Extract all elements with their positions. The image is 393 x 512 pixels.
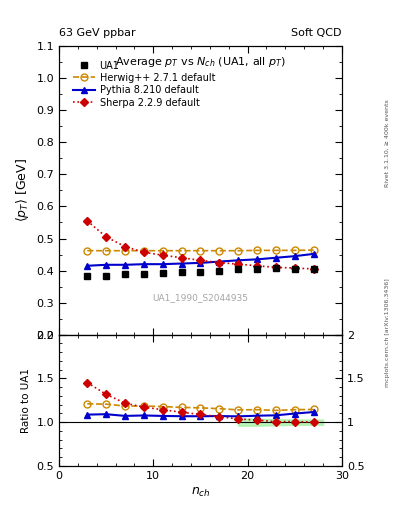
- Line: Sherpa 2.2.9 default: Sherpa 2.2.9 default: [84, 218, 317, 272]
- Herwig++ 2.7.1 default: [179, 248, 184, 254]
- Line: Herwig++ 2.7.1 default: Herwig++ 2.7.1 default: [84, 247, 317, 254]
- Herwig++ 2.7.1 default: [292, 247, 297, 253]
- X-axis label: $n_{ch}$: $n_{ch}$: [191, 486, 210, 499]
- UA1: [217, 267, 222, 273]
- UA1: [292, 266, 297, 272]
- Sherpa 2.2.9 default: [217, 260, 222, 266]
- Herwig++ 2.7.1 default: [85, 248, 90, 254]
- Text: 63 GeV ppbar: 63 GeV ppbar: [59, 28, 136, 38]
- Pythia 8.210 default: [274, 254, 278, 261]
- UA1: [198, 268, 203, 274]
- Sherpa 2.2.9 default: [160, 252, 165, 258]
- Text: Average $p_T$ vs $N_{ch}$ (UA1, all $p_T$): Average $p_T$ vs $N_{ch}$ (UA1, all $p_T…: [115, 55, 286, 69]
- Sherpa 2.2.9 default: [104, 234, 108, 240]
- UA1: [179, 269, 184, 275]
- UA1: [311, 266, 316, 272]
- Herwig++ 2.7.1 default: [104, 248, 108, 254]
- Herwig++ 2.7.1 default: [236, 248, 241, 254]
- UA1: [85, 273, 90, 280]
- Legend: UA1, Herwig++ 2.7.1 default, Pythia 8.210 default, Sherpa 2.2.9 default: UA1, Herwig++ 2.7.1 default, Pythia 8.21…: [70, 57, 219, 112]
- Pythia 8.210 default: [123, 262, 127, 268]
- Pythia 8.210 default: [292, 253, 297, 259]
- Pythia 8.210 default: [160, 261, 165, 267]
- Herwig++ 2.7.1 default: [141, 248, 146, 254]
- Pythia 8.210 default: [104, 262, 108, 268]
- Line: Pythia 8.210 default: Pythia 8.210 default: [84, 250, 317, 269]
- UA1: [104, 273, 108, 279]
- Herwig++ 2.7.1 default: [123, 248, 127, 254]
- UA1: [236, 266, 241, 272]
- Herwig++ 2.7.1 default: [198, 248, 203, 254]
- Pythia 8.210 default: [217, 259, 222, 265]
- UA1: [255, 266, 259, 272]
- Pythia 8.210 default: [198, 260, 203, 266]
- Sherpa 2.2.9 default: [123, 243, 127, 249]
- Sherpa 2.2.9 default: [311, 266, 316, 272]
- Y-axis label: $\langle p_T \rangle$ [GeV]: $\langle p_T \rangle$ [GeV]: [14, 158, 31, 222]
- Pythia 8.210 default: [236, 257, 241, 263]
- Sherpa 2.2.9 default: [236, 261, 241, 267]
- Pythia 8.210 default: [255, 257, 259, 263]
- Y-axis label: Ratio to UA1: Ratio to UA1: [21, 368, 31, 433]
- Herwig++ 2.7.1 default: [217, 248, 222, 254]
- UA1: [123, 271, 127, 277]
- Sherpa 2.2.9 default: [85, 218, 90, 224]
- Pythia 8.210 default: [141, 261, 146, 267]
- Text: UA1_1990_S2044935: UA1_1990_S2044935: [152, 293, 248, 302]
- Line: UA1: UA1: [84, 265, 317, 280]
- UA1: [274, 265, 278, 271]
- Sherpa 2.2.9 default: [179, 254, 184, 261]
- Herwig++ 2.7.1 default: [311, 247, 316, 253]
- Pythia 8.210 default: [311, 251, 316, 257]
- Sherpa 2.2.9 default: [274, 264, 278, 270]
- Pythia 8.210 default: [179, 261, 184, 267]
- Sherpa 2.2.9 default: [198, 257, 203, 263]
- Text: mcplots.cern.ch [arXiv:1306.3436]: mcplots.cern.ch [arXiv:1306.3436]: [385, 279, 389, 387]
- Sherpa 2.2.9 default: [255, 263, 259, 269]
- Text: Rivet 3.1.10, ≥ 400k events: Rivet 3.1.10, ≥ 400k events: [385, 99, 389, 187]
- Pythia 8.210 default: [85, 263, 90, 269]
- Text: Soft QCD: Soft QCD: [292, 28, 342, 38]
- Herwig++ 2.7.1 default: [255, 247, 259, 253]
- Herwig++ 2.7.1 default: [274, 247, 278, 253]
- Sherpa 2.2.9 default: [292, 265, 297, 271]
- UA1: [141, 271, 146, 277]
- Sherpa 2.2.9 default: [141, 249, 146, 255]
- UA1: [160, 270, 165, 276]
- Herwig++ 2.7.1 default: [160, 248, 165, 254]
